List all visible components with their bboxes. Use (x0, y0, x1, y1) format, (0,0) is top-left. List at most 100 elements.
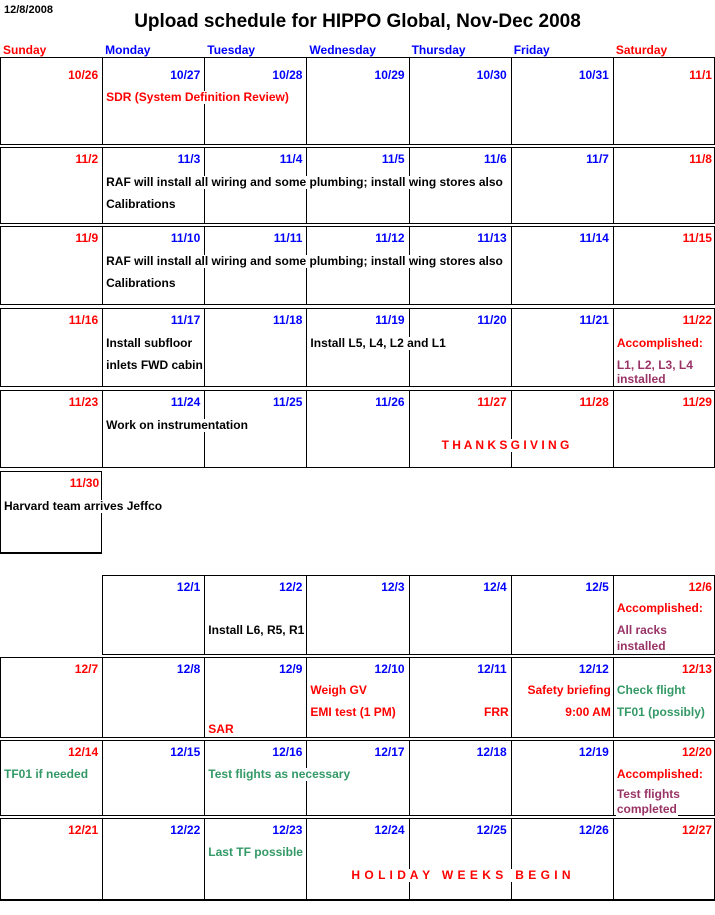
date-label: 12/7 (74, 662, 99, 676)
date-label: 12/4 (483, 580, 507, 594)
date-label: 12/2 (279, 580, 303, 594)
date-label: 11/29 (682, 395, 712, 409)
event-label: SAR (207, 722, 235, 736)
calendar-row-week-dec01: 12/1 12/2 12/3 12/4 12/5 12/6 Install L6, R5, … (102, 575, 715, 655)
event-label: 9:00 AM (513, 706, 612, 719)
event-label: Safety briefing (513, 684, 612, 697)
day-cell: 12/14 (1, 741, 104, 815)
date-label: 11/24 (170, 395, 201, 409)
date-label: 11/14 (579, 231, 609, 245)
day-header-friday: Friday (513, 43, 550, 57)
day-cell: 11/20 (410, 309, 512, 386)
day-cell: 12/11 (410, 658, 512, 737)
date-label: 10/27 (170, 68, 201, 82)
event-label: Install subfloor (105, 336, 194, 350)
day-cell: 12/6 (614, 576, 715, 654)
event-label: TF01 (possibly) (615, 705, 706, 719)
day-cell: 11/8 (614, 148, 715, 223)
date-label: 12/5 (585, 580, 609, 594)
date-label: 12/26 (578, 823, 609, 837)
day-header-wednesday: Wednesday (309, 43, 376, 57)
date-label: 11/20 (477, 313, 507, 327)
date-label: 11/26 (375, 395, 405, 409)
date-label: 11/8 (689, 152, 712, 166)
event-label: Accomplished: (615, 767, 704, 781)
date-label: 11/19 (375, 313, 405, 327)
day-cell: 12/19 (512, 741, 614, 815)
day-cell: 10/30 (410, 58, 512, 144)
event-label: All racks (615, 623, 668, 637)
date-label: 12/13 (681, 662, 712, 676)
event-label: Last TF possible (207, 845, 304, 859)
day-cell: 11/27 (410, 391, 512, 467)
day-cell: 12/12 (512, 658, 614, 737)
day-header-saturday: Saturday (615, 43, 668, 57)
date-label: 10/29 (374, 68, 405, 82)
event-label: H O L I D A Y W E E K S B E G I N (350, 868, 573, 882)
date-label: 11/23 (68, 395, 99, 409)
date-label: 12/20 (681, 745, 712, 759)
event-label: Install L6, R5, R1 (207, 623, 306, 637)
day-header-sunday: Sunday (3, 43, 47, 57)
event-label: installed (615, 639, 667, 653)
date-label: 12/19 (578, 745, 609, 759)
day-cell: 12/15 (103, 741, 206, 815)
event-label: completed (615, 802, 678, 816)
event-label: Accomplished: (615, 601, 704, 615)
date-label: 10/31 (578, 68, 609, 82)
date-label: 11/18 (273, 313, 303, 327)
date-label: 11/7 (586, 152, 609, 166)
day-cell: 11/14 (512, 227, 614, 304)
date-label: 11/17 (170, 313, 201, 327)
day-cell: 12/23 (205, 819, 308, 899)
date-label: 12/22 (170, 823, 201, 837)
event-label: Calibrations (105, 197, 177, 211)
day-cell: 12/8 (103, 658, 206, 737)
event-label: installed (615, 372, 667, 386)
date-label: 11/11 (273, 231, 303, 245)
date-label: 11/25 (273, 395, 303, 409)
calendar-row-week-dec21: 12/21 12/22 12/23 12/24 12/25 12/26 12/27 Last … (0, 818, 715, 901)
day-cell: 12/5 (512, 576, 614, 654)
date-label: 10/28 (272, 68, 303, 82)
date-label: 12/10 (374, 662, 405, 676)
event-label: Test flights (615, 787, 681, 801)
date-label: 12/12 (578, 662, 609, 676)
day-cell: 12/25 (410, 819, 512, 899)
day-cell: 11/16 (1, 309, 104, 386)
day-cell: 11/2 (1, 148, 104, 223)
date-label: 12/18 (476, 745, 507, 759)
date-label: 11/2 (75, 152, 99, 166)
date-label: 12/25 (476, 823, 507, 837)
day-cell: 12/18 (410, 741, 512, 815)
event-label: T H A N K S G I V I N G (440, 438, 571, 452)
calendar-row-week-nov23: 11/23 11/24 11/25 11/26 11/27 11/28 11/29 Work … (0, 390, 715, 468)
print-date-stamp: 12/8/2008 (4, 4, 53, 16)
date-label: 12/1 (176, 580, 201, 594)
event-label: RAF will install all wiring and some plu… (105, 175, 504, 189)
page-title: Upload schedule for HIPPO Global, Nov-De… (134, 11, 581, 32)
date-label: 12/11 (477, 662, 507, 676)
day-cell: 12/10 (307, 658, 410, 737)
day-header-tuesday: Tuesday (207, 43, 256, 57)
day-cell: 11/7 (512, 148, 614, 223)
date-label: 11/16 (68, 313, 99, 327)
day-cell: 12/1 (103, 576, 206, 654)
day-cell: 11/17 (103, 309, 206, 386)
event-label: Calibrations (105, 276, 177, 290)
day-cell: 12/9 (205, 658, 308, 737)
date-label: 12/16 (272, 745, 303, 759)
date-label: 11/13 (477, 231, 507, 245)
date-label: 11/5 (381, 152, 405, 166)
date-label: 10/26 (68, 68, 99, 82)
day-cell: 11/30 (1, 472, 103, 552)
date-label: 12/27 (681, 823, 712, 837)
calendar-row-week-dec14: 12/14 12/15 12/16 12/17 12/18 12/19 12/20 TF01 … (0, 740, 715, 816)
day-cell: 12/22 (103, 819, 206, 899)
date-label: 12/21 (68, 823, 99, 837)
event-label: Harvard team arrives Jeffco (3, 499, 164, 513)
date-label: 12/14 (68, 745, 99, 759)
day-cell: 11/1 (614, 58, 715, 144)
date-label: 11/28 (579, 395, 609, 409)
